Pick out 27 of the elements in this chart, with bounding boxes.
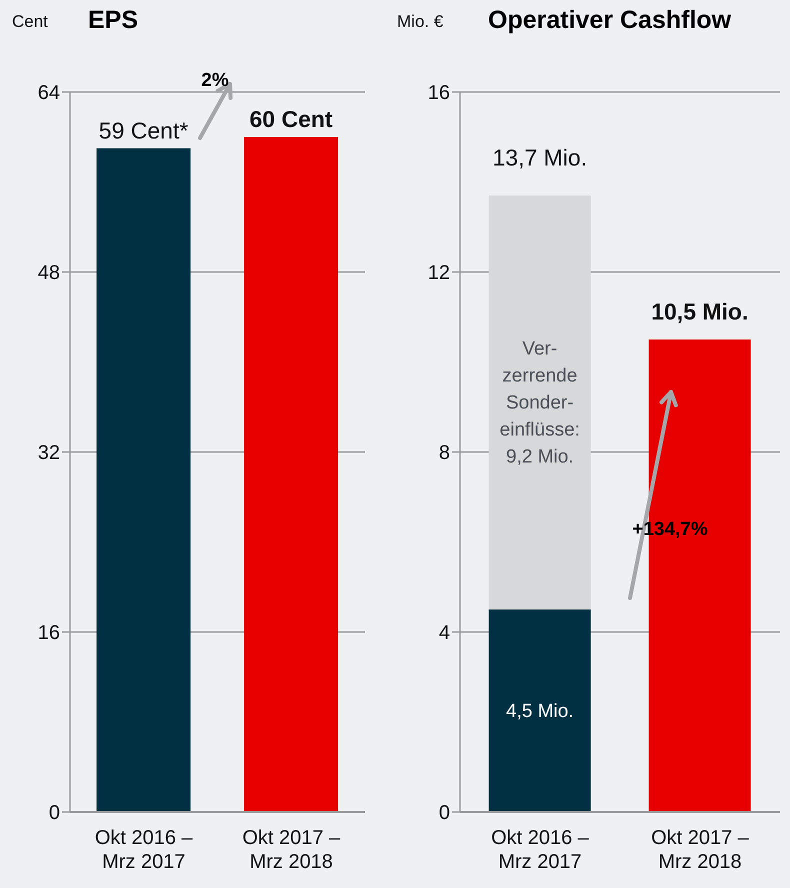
x-tick-label: Okt 2017 – Mrz 2018: [242, 827, 342, 873]
chart-title: EPS: [88, 6, 138, 35]
y-axis-title: Cent: [12, 12, 48, 32]
x-tick-label: Okt 2017 – Mrz 2018: [651, 827, 750, 873]
y-axis-title: Mio. €: [397, 12, 444, 32]
data-label: 59 Cent*: [98, 117, 188, 144]
y-tick-label: 64: [38, 82, 60, 104]
data-label: 60 Cent: [250, 106, 333, 132]
y-tick-label: 48: [38, 262, 60, 284]
x-tick-label: Okt 2016 – Mrz 2017: [491, 827, 590, 873]
x-tick-label: Okt 2016 – Mrz 2017: [94, 827, 194, 873]
y-tick-label: 16: [38, 622, 60, 644]
y-tick-label: 32: [38, 442, 60, 464]
total-label: 13,7 Mio.: [492, 144, 588, 170]
y-tick-label: 4: [438, 622, 450, 644]
y-tick-label: 12: [428, 262, 450, 284]
bar: [488, 196, 591, 610]
bar: [488, 610, 591, 812]
y-tick-label: 8: [438, 442, 450, 464]
data-label: Ver- zerrende Sonder- einflüsse: 9,2 Mio.: [500, 338, 580, 467]
text: 2%: [201, 70, 229, 92]
y-tick-label: 0: [48, 802, 60, 824]
chart-title: Operativer Cashflow: [488, 6, 732, 35]
data-label: 4,5 Mio.: [506, 700, 574, 722]
y-tick-label: 0: [438, 802, 450, 824]
total-label: 10,5 Mio.: [651, 298, 748, 324]
y-tick-label: 16: [428, 82, 450, 104]
